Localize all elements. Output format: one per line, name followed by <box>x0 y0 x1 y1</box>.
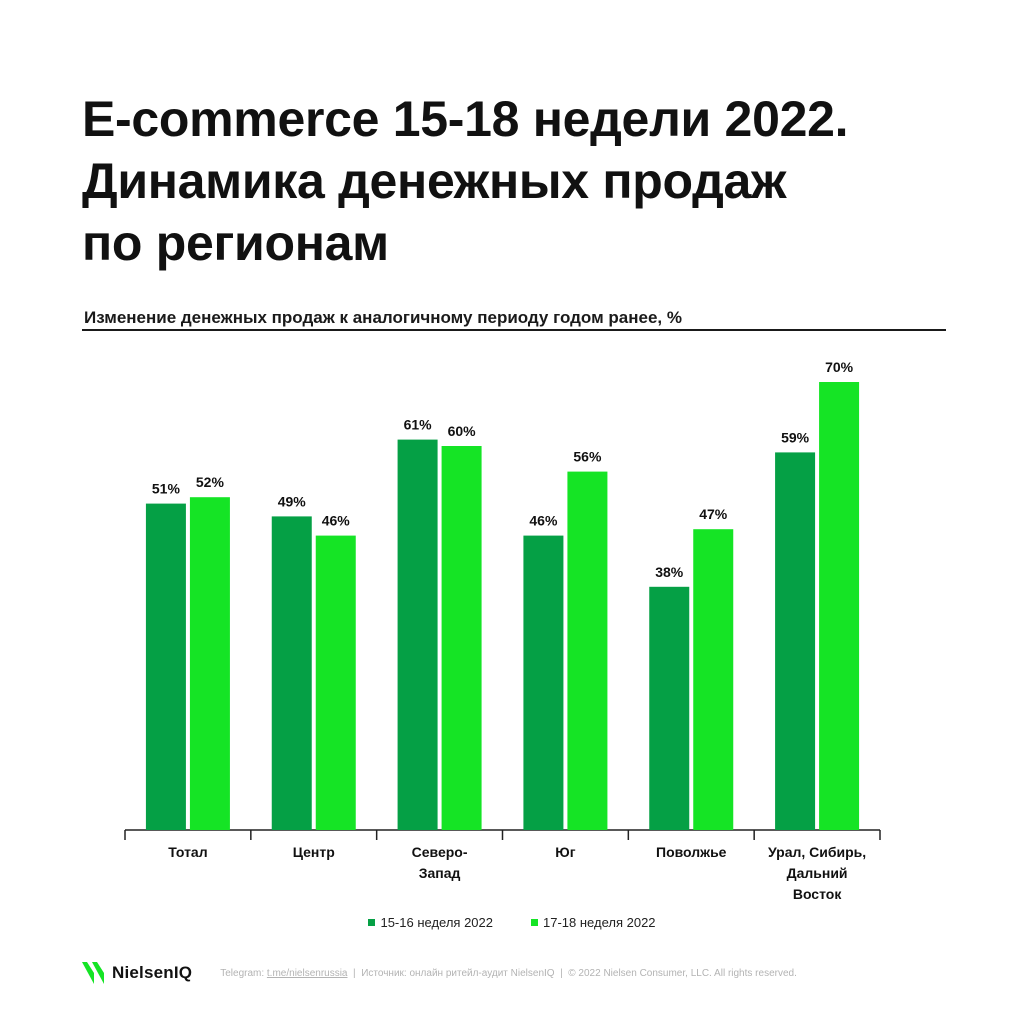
bar-series-1 <box>271 516 312 830</box>
data-label-series-2: 47% <box>699 506 728 522</box>
data-label-series-2: 52% <box>196 474 225 490</box>
chart-subtitle: Изменение денежных продаж к аналогичному… <box>84 308 682 327</box>
chart-legend: 15-16 неделя 2022 17-18 неделя 2022 <box>0 915 1024 930</box>
nielseniq-logo: NielsenIQ <box>82 962 192 984</box>
bar-series-1 <box>523 535 564 830</box>
bar-series-1 <box>775 452 816 830</box>
category-label: Поволжье <box>656 844 727 860</box>
bar-series-2 <box>315 535 356 830</box>
legend-item-series-2: 17-18 неделя 2022 <box>531 915 656 930</box>
title-line-1: E-commerce 15-18 недели 2022. <box>82 91 849 147</box>
bar-series-2 <box>567 471 608 830</box>
footnote-source: | Источник: онлайн ритейл-аудит NielsenI… <box>347 967 797 979</box>
data-label-series-1: 51% <box>152 481 181 497</box>
data-label-series-1: 61% <box>404 417 433 433</box>
data-label-series-2: 46% <box>322 513 351 529</box>
bar-series-2 <box>189 497 230 830</box>
category-label: Дальний <box>787 865 848 881</box>
footnote-telegram-label: Telegram: <box>220 967 267 979</box>
bar-series-1 <box>145 503 186 830</box>
category-label: Урал, Сибирь, <box>768 844 866 860</box>
data-label-series-2: 56% <box>573 449 602 465</box>
telegram-link[interactable]: t.me/nielsenrussia <box>266 967 348 979</box>
data-label-series-2: 70% <box>825 359 854 375</box>
category-label: Тотал <box>168 844 207 860</box>
bar-series-2 <box>693 529 734 830</box>
legend-swatch-series-1 <box>368 919 376 926</box>
footnote: Telegram: t.me/nielsenrussia | Источник:… <box>220 968 797 979</box>
subtitle-divider <box>82 329 946 331</box>
title-line-3: по регионам <box>82 215 389 271</box>
data-label-series-1: 59% <box>781 429 810 445</box>
legend-label-series-1: 15-16 неделя 2022 <box>380 915 493 930</box>
bar-series-1 <box>397 439 438 830</box>
data-label-series-2: 60% <box>448 423 477 439</box>
category-label: Восток <box>793 886 842 902</box>
title-line-2: Динамика денежных продаж <box>82 153 787 209</box>
bar-series-1 <box>649 586 690 830</box>
legend-item-series-1: 15-16 неделя 2022 <box>368 915 493 930</box>
legend-swatch-series-2 <box>531 919 538 926</box>
nielseniq-logo-icon <box>82 962 104 984</box>
legend-label-series-2: 17-18 неделя 2022 <box>543 915 656 930</box>
category-label: Центр <box>293 844 335 860</box>
bar-chart: 51% 52% Тотал 49% 46% Центр 61% 60% Северо- Запад… <box>124 359 881 902</box>
category-label: Юг <box>555 844 575 860</box>
footer: NielsenIQ Telegram: t.me/nielsenrussia |… <box>82 962 942 984</box>
category-label: Запад <box>419 865 461 881</box>
bar-series-2 <box>819 382 860 830</box>
page-title: E-commerce 15-18 недели 2022. Динамика д… <box>82 88 962 274</box>
bar-series-2 <box>441 446 482 830</box>
logo-text: NielsenIQ <box>112 963 193 982</box>
category-label: Северо- <box>412 844 468 860</box>
data-label-series-1: 38% <box>655 564 684 580</box>
data-label-series-1: 46% <box>529 513 558 529</box>
data-label-series-1: 49% <box>278 493 307 509</box>
